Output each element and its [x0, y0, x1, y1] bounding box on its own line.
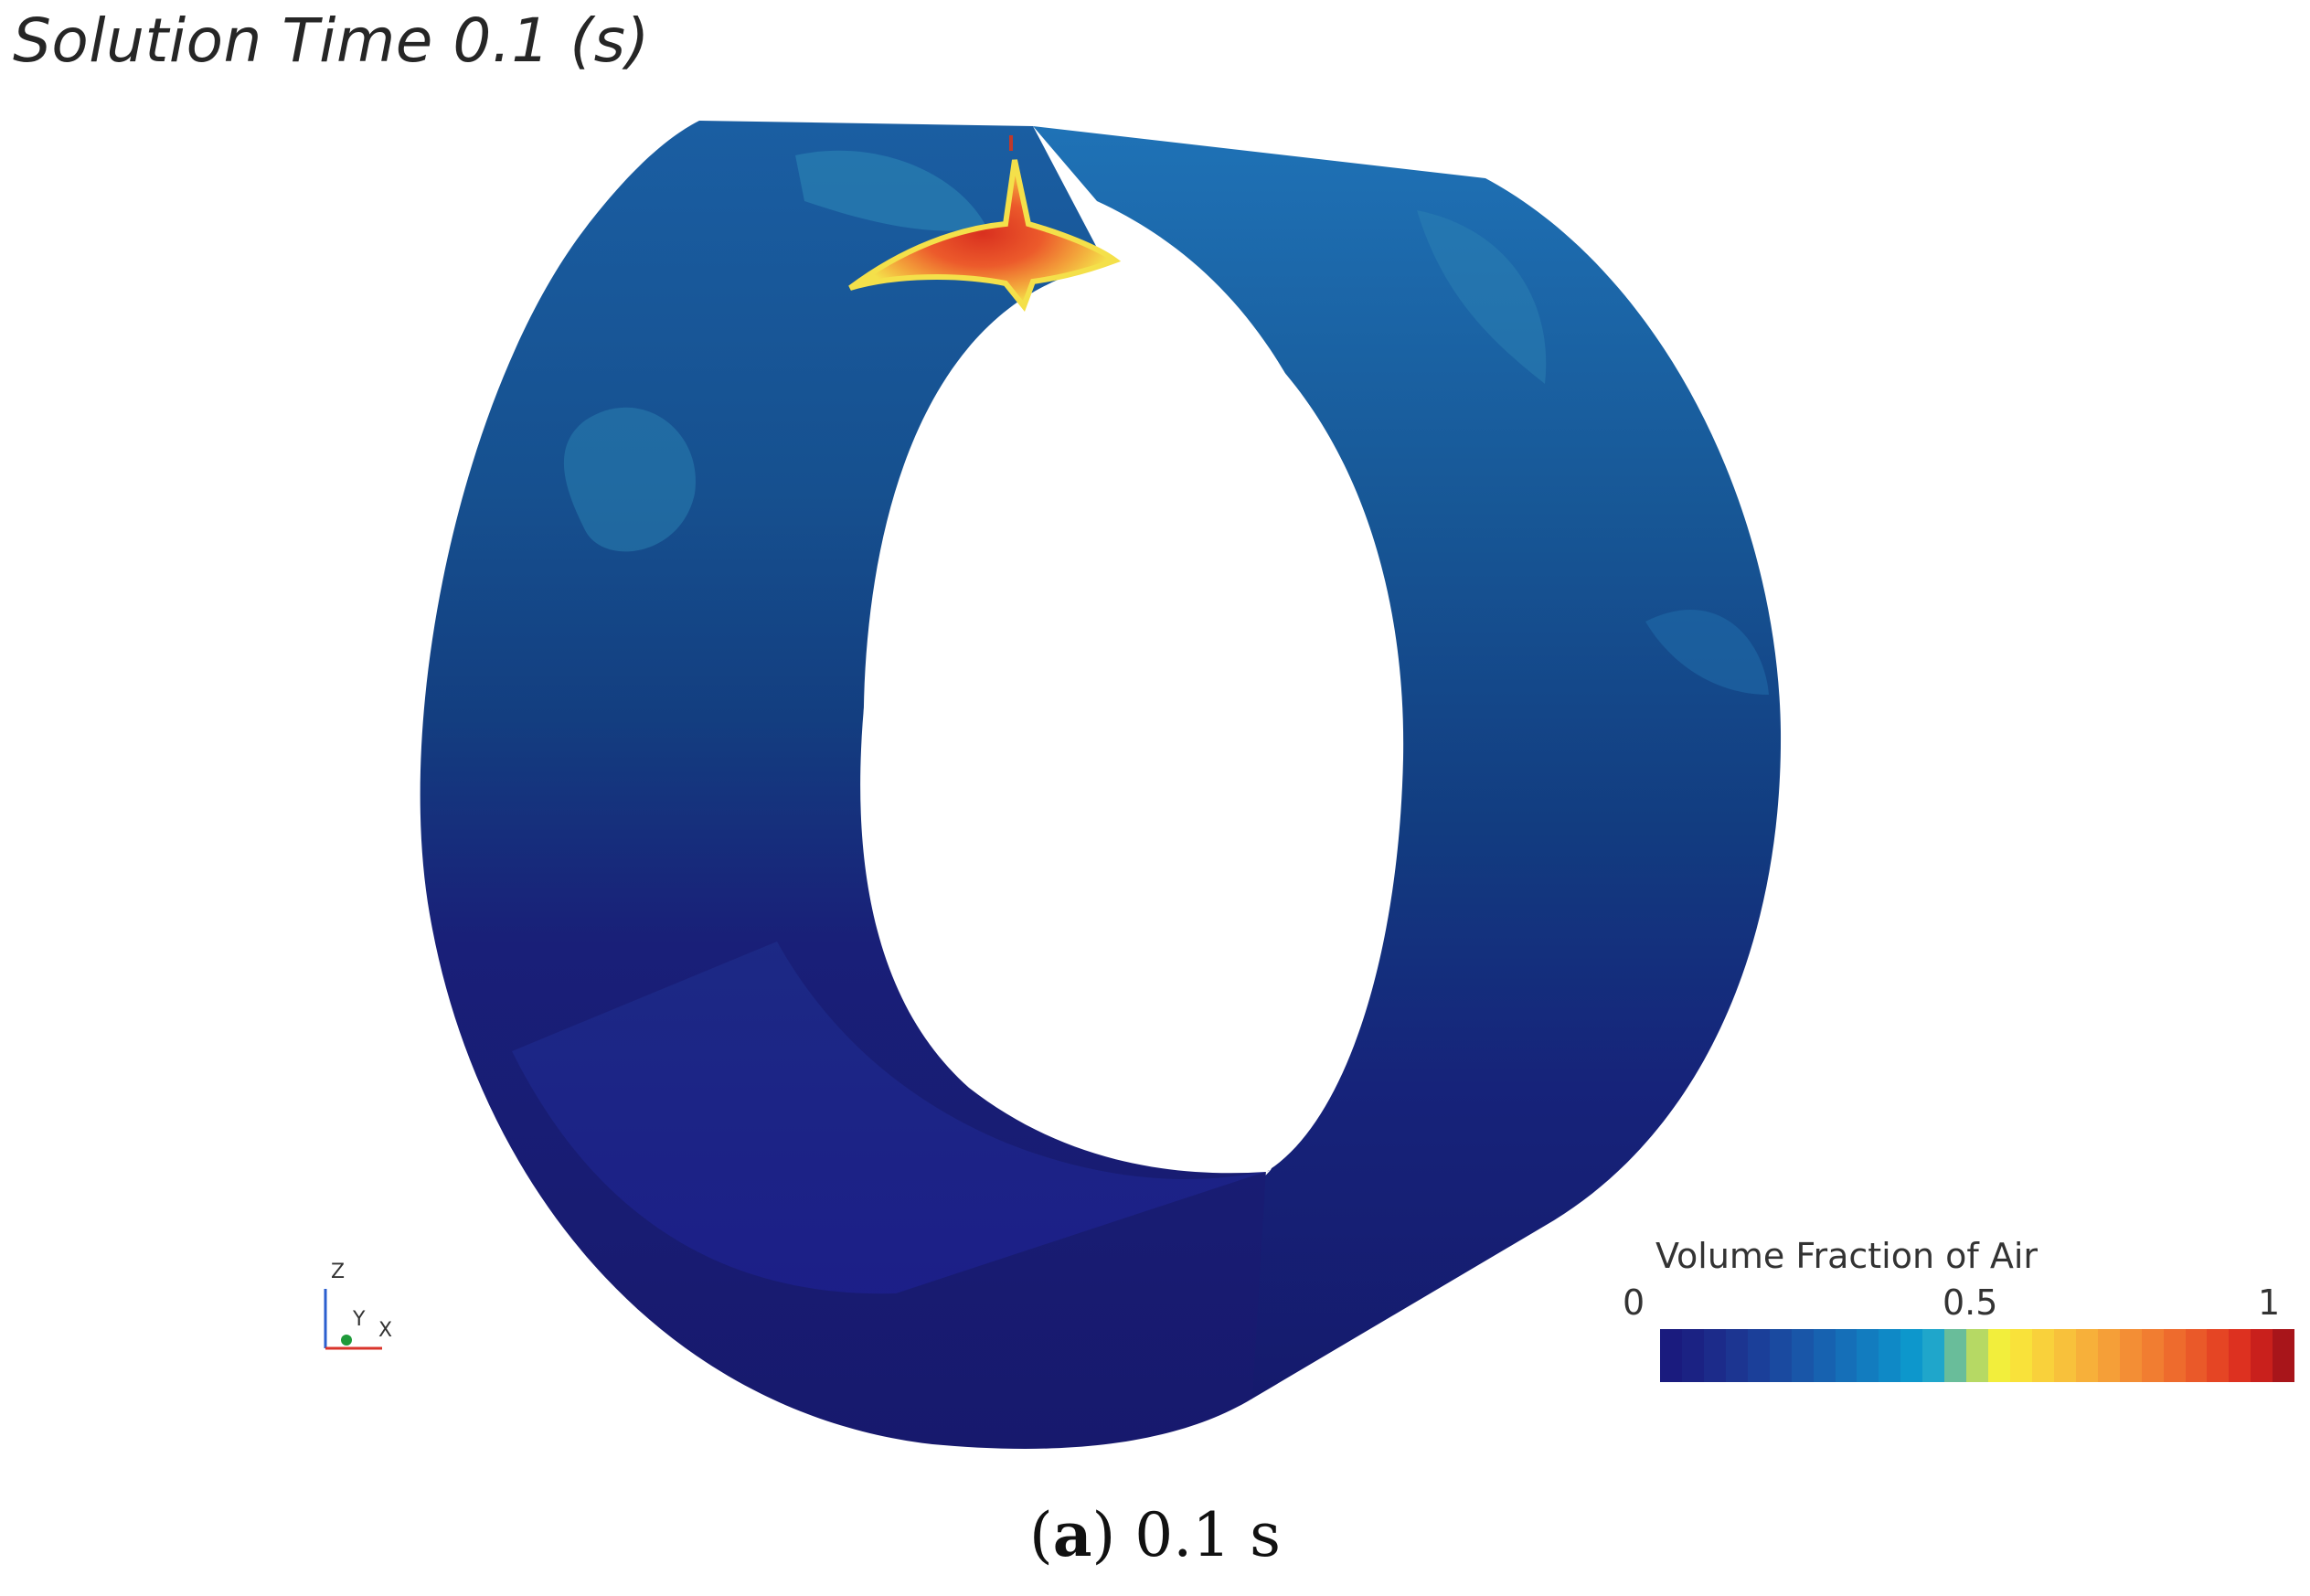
legend-color-segment [1835, 1329, 1858, 1382]
axis-label-y: Y [352, 1308, 366, 1331]
legend-color-segment [2163, 1329, 2186, 1382]
caption-letter: a [1052, 1499, 1092, 1570]
axis-triad-icon: Z Y X [324, 1261, 392, 1350]
legend-color-segment [2207, 1329, 2230, 1382]
legend-color-segment [2251, 1329, 2273, 1382]
legend-color-segment [2185, 1329, 2208, 1382]
legend-color-segment [1747, 1329, 1770, 1382]
legend-color-segment [1966, 1329, 1989, 1382]
legend-tick-max: 1 [2258, 1282, 2281, 1323]
legend-color-segment [1900, 1329, 1923, 1382]
swirl-patch-left [563, 407, 696, 552]
caption-value: 0.1 s [1134, 1500, 1282, 1570]
legend-color-segment [2053, 1329, 2076, 1382]
cylinder-side-band [1033, 126, 1782, 1406]
air-plume [848, 159, 1122, 313]
legend-tick-min: 0 [1623, 1282, 1645, 1323]
legend-color-segment [1813, 1329, 1836, 1382]
legend-color-segment [2075, 1329, 2098, 1382]
swirl-patch-upper [795, 150, 987, 231]
legend-color-segment [2273, 1329, 2295, 1382]
legend-title: Volume Fraction of Air [1655, 1236, 2039, 1276]
axis-label-x: X [378, 1319, 392, 1342]
legend-color-segment [1922, 1329, 1945, 1382]
legend-color-segment [2010, 1329, 2032, 1382]
legend-color-segment [1944, 1329, 1967, 1382]
legend-color-segment [1703, 1329, 1726, 1382]
axis-label-z: Z [331, 1261, 345, 1283]
legend-color-segment [2229, 1329, 2251, 1382]
legend-color-segment [1791, 1329, 1814, 1382]
swirl-patch-right [1417, 210, 1547, 384]
figure-caption: (a) 0.1 s [1028, 1499, 1282, 1570]
legend-color-segment [1769, 1329, 1792, 1382]
legend-color-segment [1725, 1329, 1748, 1382]
legend-tick-mid: 0.5 [1943, 1282, 1998, 1323]
legend-color-segment [1988, 1329, 2010, 1382]
swirl-patch-right-lower [1645, 610, 1769, 695]
legend-color-segment [1660, 1329, 1682, 1382]
legend-color-segment [2119, 1329, 2142, 1382]
legend-color-segment [2141, 1329, 2164, 1382]
cylinder-inner-bore [512, 942, 1271, 1294]
legend-colorbar [1660, 1329, 2295, 1382]
legend-color-segment [1681, 1329, 1704, 1382]
legend-color-segment [2031, 1329, 2054, 1382]
solution-time-title: Solution Time 0.1 (s) [13, 5, 650, 76]
legend-color-segment [2097, 1329, 2120, 1382]
cylinder-bore-opening [860, 261, 1404, 1174]
legend-color-segment [1857, 1329, 1879, 1382]
legend-color-segment [1879, 1329, 1901, 1382]
